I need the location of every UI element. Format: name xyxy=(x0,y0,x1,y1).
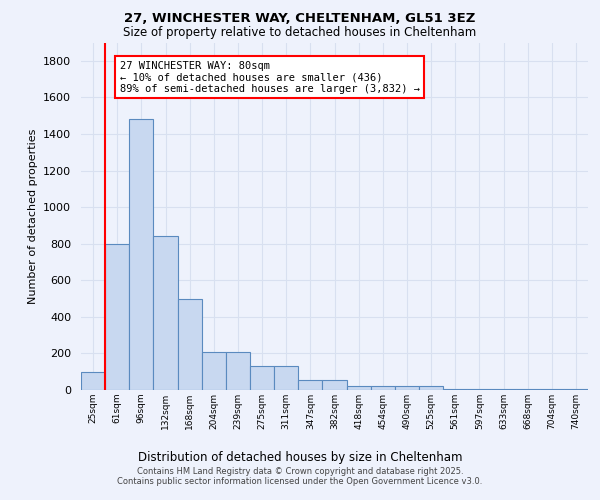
Bar xyxy=(395,386,419,390)
Bar xyxy=(564,388,588,390)
Bar xyxy=(443,388,467,390)
Bar xyxy=(202,352,226,390)
Y-axis label: Number of detached properties: Number of detached properties xyxy=(28,128,38,304)
Bar xyxy=(274,366,298,390)
Bar xyxy=(347,386,371,390)
Bar xyxy=(515,388,540,390)
Bar xyxy=(178,298,202,390)
Bar xyxy=(105,244,129,390)
Text: Contains HM Land Registry data © Crown copyright and database right 2025.
Contai: Contains HM Land Registry data © Crown c… xyxy=(118,466,482,486)
Text: 27 WINCHESTER WAY: 80sqm
← 10% of detached houses are smaller (436)
89% of semi-: 27 WINCHESTER WAY: 80sqm ← 10% of detach… xyxy=(119,60,419,94)
Text: Distribution of detached houses by size in Cheltenham: Distribution of detached houses by size … xyxy=(138,451,462,464)
Bar xyxy=(491,388,515,390)
Bar xyxy=(129,120,154,390)
Bar xyxy=(81,372,105,390)
Bar xyxy=(371,386,395,390)
Bar xyxy=(250,366,274,390)
Bar xyxy=(154,236,178,390)
Text: 27, WINCHESTER WAY, CHELTENHAM, GL51 3EZ: 27, WINCHESTER WAY, CHELTENHAM, GL51 3EZ xyxy=(124,12,476,26)
Bar xyxy=(226,352,250,390)
Bar xyxy=(467,388,491,390)
Text: Size of property relative to detached houses in Cheltenham: Size of property relative to detached ho… xyxy=(124,26,476,39)
Bar xyxy=(322,380,347,390)
Bar xyxy=(419,386,443,390)
Bar xyxy=(540,388,564,390)
Bar xyxy=(298,380,322,390)
